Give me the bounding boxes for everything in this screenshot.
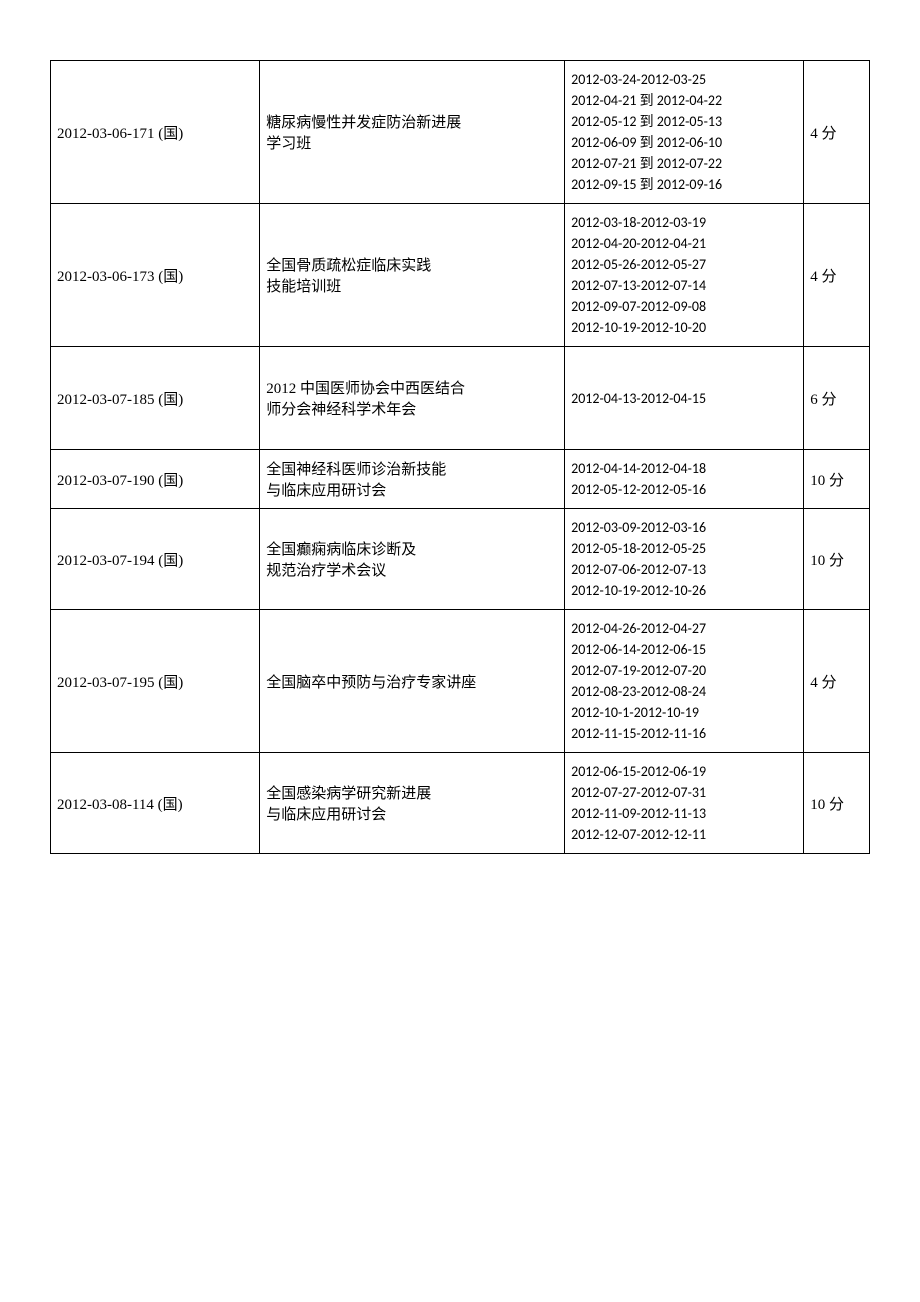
cell-title: 全国神经科医师诊治新技能 与临床应用研讨会 xyxy=(260,450,565,509)
cell-score: 4 分 xyxy=(804,610,870,753)
cell-code: 2012-03-07-190 (国) xyxy=(51,450,260,509)
cell-code: 2012-03-07-185 (国) xyxy=(51,347,260,450)
cell-code: 2012-03-06-171 (国) xyxy=(51,61,260,204)
cell-score: 10 分 xyxy=(804,753,870,854)
cell-dates: 2012-04-26-2012-04-27 2012-06-14-2012-06… xyxy=(565,610,804,753)
cell-score: 4 分 xyxy=(804,204,870,347)
cell-code: 2012-03-08-114 (国) xyxy=(51,753,260,854)
table-row: 2012-03-07-194 (国) 全国癫痫病临床诊断及 规范治疗学术会议 2… xyxy=(51,509,870,610)
table-row: 2012-03-07-190 (国) 全国神经科医师诊治新技能 与临床应用研讨会… xyxy=(51,450,870,509)
cell-dates: 2012-03-09-2012-03-16 2012-05-18-2012-05… xyxy=(565,509,804,610)
cell-title: 全国癫痫病临床诊断及 规范治疗学术会议 xyxy=(260,509,565,610)
cell-dates: 2012-03-24-2012-03-25 2012-04-21 到 2012-… xyxy=(565,61,804,204)
table-row: 2012-03-08-114 (国) 全国感染病学研究新进展 与临床应用研讨会 … xyxy=(51,753,870,854)
cell-dates: 2012-03-18-2012-03-19 2012-04-20-2012-04… xyxy=(565,204,804,347)
table-row: 2012-03-06-171 (国) 糖尿病慢性并发症防治新进展 学习班 201… xyxy=(51,61,870,204)
table-row: 2012-03-06-173 (国) 全国骨质疏松症临床实践 技能培训班 201… xyxy=(51,204,870,347)
cell-code: 2012-03-07-195 (国) xyxy=(51,610,260,753)
cell-title: 全国感染病学研究新进展 与临床应用研讨会 xyxy=(260,753,565,854)
cell-title: 全国脑卒中预防与治疗专家讲座 xyxy=(260,610,565,753)
cell-title: 2012 中国医师协会中西医结合 师分会神经科学术年会 xyxy=(260,347,565,450)
table-body: 2012-03-06-171 (国) 糖尿病慢性并发症防治新进展 学习班 201… xyxy=(51,61,870,854)
table-row: 2012-03-07-195 (国) 全国脑卒中预防与治疗专家讲座 2012-0… xyxy=(51,610,870,753)
cell-dates: 2012-04-14-2012-04-18 2012-05-12-2012-05… xyxy=(565,450,804,509)
cell-title: 全国骨质疏松症临床实践 技能培训班 xyxy=(260,204,565,347)
cell-code: 2012-03-06-173 (国) xyxy=(51,204,260,347)
cell-score: 10 分 xyxy=(804,509,870,610)
cell-score: 10 分 xyxy=(804,450,870,509)
cell-dates: 2012-04-13-2012-04-15 xyxy=(565,347,804,450)
cell-dates: 2012-06-15-2012-06-19 2012-07-27-2012-07… xyxy=(565,753,804,854)
cell-title: 糖尿病慢性并发症防治新进展 学习班 xyxy=(260,61,565,204)
cell-score: 4 分 xyxy=(804,61,870,204)
cell-code: 2012-03-07-194 (国) xyxy=(51,509,260,610)
cell-score: 6 分 xyxy=(804,347,870,450)
course-schedule-table: 2012-03-06-171 (国) 糖尿病慢性并发症防治新进展 学习班 201… xyxy=(50,60,870,854)
table-row: 2012-03-07-185 (国) 2012 中国医师协会中西医结合 师分会神… xyxy=(51,347,870,450)
